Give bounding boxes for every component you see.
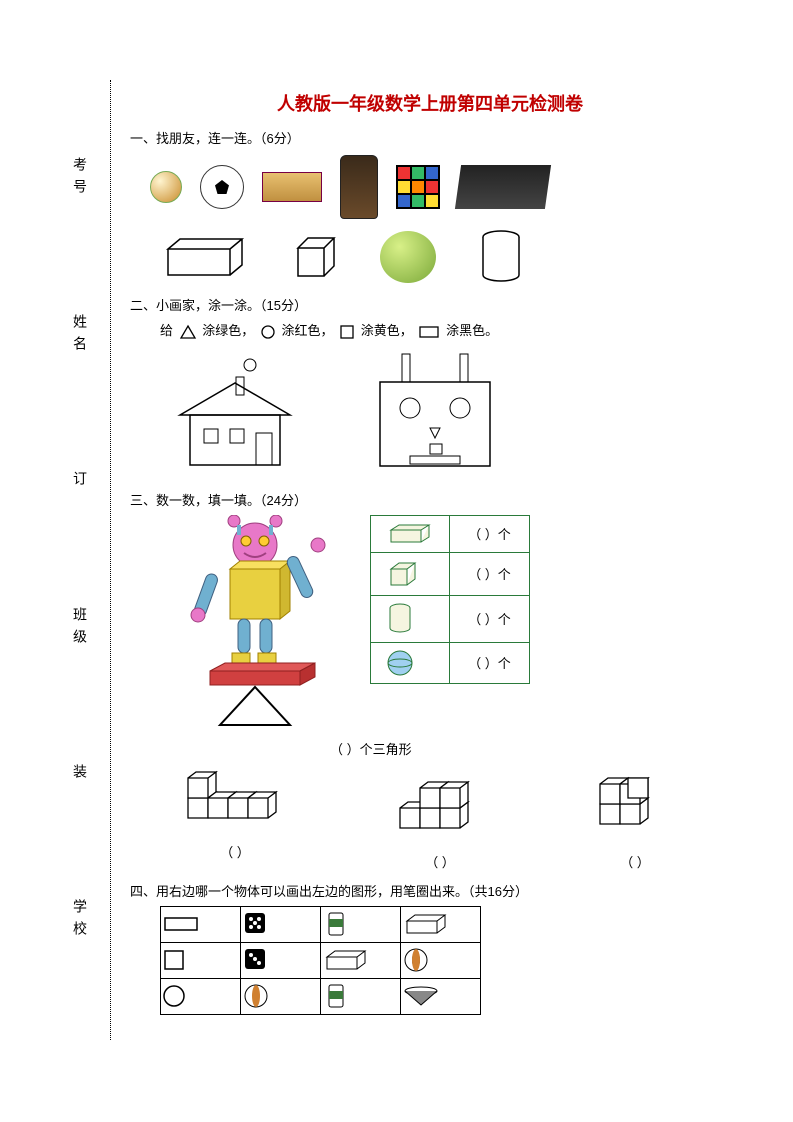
q2-square-text: 涂黄色，: [361, 323, 413, 338]
page-content: 人教版一年级数学上册第四单元检测卷 一、找朋友，连一连。（6分） 二、小画家，涂…: [130, 90, 730, 1015]
binding-label-name: 姓名: [70, 314, 90, 358]
table-row: [161, 978, 481, 1014]
striped-sphere-icon: [401, 947, 431, 973]
binding-dotted-line: [110, 80, 111, 1040]
matchbox-icon: [262, 172, 322, 202]
binding-strip: 考号 姓名 订 班级 装 学校: [60, 100, 100, 1000]
table-row: [161, 942, 481, 978]
blank-cell: （ ）个: [450, 552, 530, 595]
binding-label-zhuang: 装: [70, 764, 90, 786]
dice-icon: [241, 909, 271, 939]
tea-can-icon: [321, 909, 351, 939]
table-row: [161, 906, 481, 942]
circle-icon: [260, 324, 276, 340]
binding-label-school: 学校: [70, 899, 90, 943]
cube-stack-2-icon: [390, 768, 490, 848]
cylinder-shape-icon: [476, 229, 526, 285]
q2-rect-text: 涂黑色。: [446, 323, 498, 338]
striped-sphere-icon: [241, 983, 271, 1009]
q3-row: （ ）个 （ ）个 （ ）个 （ ）个: [160, 515, 730, 735]
cube-blank-3: （ ）: [590, 852, 680, 871]
cube-blank-2: （ ）: [390, 852, 490, 871]
cube-shape-icon: [290, 232, 340, 282]
q2-pre: 给: [160, 323, 173, 338]
q2-triangle-text: 涂绿色，: [202, 323, 254, 338]
blank-cell: （ ）个: [450, 595, 530, 642]
q2-head: 二、小画家，涂一涂。（15分）: [130, 295, 730, 314]
cube-stack-2: （ ）: [390, 768, 490, 871]
square-flat-icon: [161, 947, 187, 973]
binding-label-class: 班级: [70, 607, 90, 651]
decorative-ball-icon: [150, 171, 182, 203]
q1-head: 一、找朋友，连一连。（6分）: [130, 128, 730, 147]
black-box-icon: [455, 165, 551, 209]
rectangle-flat-icon: [161, 914, 201, 934]
cuboid-3d-icon: [401, 911, 451, 937]
cube-stack-3-icon: [590, 768, 680, 848]
soccer-ball-icon: [200, 165, 244, 209]
q2-circle-text: 涂红色，: [282, 323, 334, 338]
q2-instruction: 给 涂绿色， 涂红色， 涂黄色， 涂黑色。: [160, 320, 730, 340]
dice-icon: [241, 945, 271, 975]
circle-flat-icon: [161, 983, 187, 1009]
robot-head-drawing-icon: [350, 350, 520, 480]
house-drawing-icon: [160, 355, 310, 475]
count-table: （ ）个 （ ）个 （ ）个 （ ）个: [370, 515, 530, 684]
melon-sphere-icon: [380, 231, 436, 283]
cube-stack-1-icon: [180, 768, 290, 838]
binding-label-ding: 订: [70, 471, 90, 493]
q3-triangle-blank: （ ）个三角形: [330, 739, 730, 758]
cube-cell-icon: [385, 559, 419, 589]
square-icon: [339, 324, 355, 340]
table-row: （ ）个: [371, 595, 530, 642]
cylinder-cell-icon: [385, 602, 415, 636]
blank-cell: （ ）个: [450, 642, 530, 683]
q4-table: [160, 906, 481, 1015]
rectangle-icon: [418, 325, 440, 339]
page-title: 人教版一年级数学上册第四单元检测卷: [130, 90, 730, 116]
tea-can-icon: [321, 981, 351, 1011]
robot-figure-icon: [160, 515, 350, 735]
rubiks-cube-icon: [396, 165, 440, 209]
can-icon: [340, 155, 378, 219]
blank-cell: （ ）个: [450, 515, 530, 552]
q3-cubes-row: （ ） （ ）: [130, 768, 730, 871]
table-row: （ ）个: [371, 642, 530, 683]
cone-icon: [401, 985, 441, 1007]
cuboid-cell-icon: [385, 522, 435, 546]
cube-blank-1: （ ）: [180, 842, 290, 861]
cube-stack-1: （ ）: [180, 768, 290, 871]
cuboid-3d-icon: [321, 947, 371, 973]
q1-shapes-row: [160, 229, 730, 285]
cube-stack-3: （ ）: [590, 768, 680, 871]
sphere-cell-icon: [385, 649, 415, 677]
triangle-icon: [179, 324, 197, 340]
table-row: （ ）个: [371, 515, 530, 552]
q3-head: 三、数一数，填一填。（24分）: [130, 490, 730, 509]
q1-objects-row: [150, 155, 730, 219]
table-row: （ ）个: [371, 552, 530, 595]
cuboid-shape-icon: [160, 235, 250, 279]
binding-label-exam-no: 考号: [70, 157, 90, 201]
q2-drawings: [160, 350, 730, 480]
q4-head: 四、用右边哪一个物体可以画出左边的图形，用笔圈出来。（共16分）: [130, 881, 730, 900]
